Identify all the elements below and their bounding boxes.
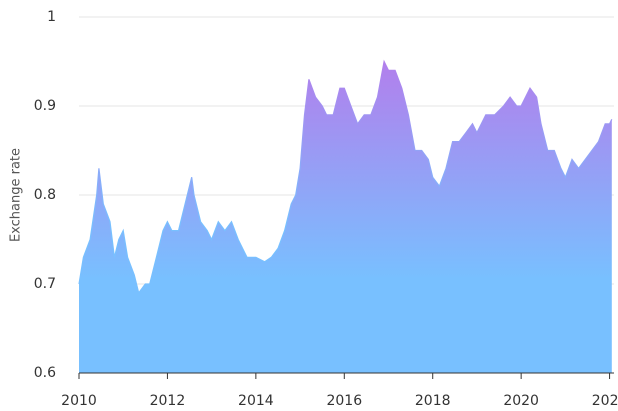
x-tick-label: 2018 — [415, 393, 451, 409]
x-tick-label: 2012 — [150, 393, 186, 409]
y-tick-label: 0.8 — [34, 187, 56, 203]
area-line — [78, 59, 613, 295]
y-axis-title: Exchange rate — [9, 148, 24, 242]
y-tick-label: 1 — [47, 9, 56, 25]
y-tick-label: 0.7 — [34, 276, 56, 292]
x-tick-label: 2010 — [61, 393, 97, 409]
x-tick-label: 2016 — [326, 393, 362, 409]
area-fill — [79, 61, 612, 373]
x-tick-label: 2020 — [503, 393, 539, 409]
x-tick-label: 2022 — [592, 393, 618, 409]
y-tick-label: 0.9 — [34, 98, 56, 114]
x-tick-label: 2014 — [238, 393, 274, 409]
y-tick-label: 0.6 — [34, 365, 56, 381]
